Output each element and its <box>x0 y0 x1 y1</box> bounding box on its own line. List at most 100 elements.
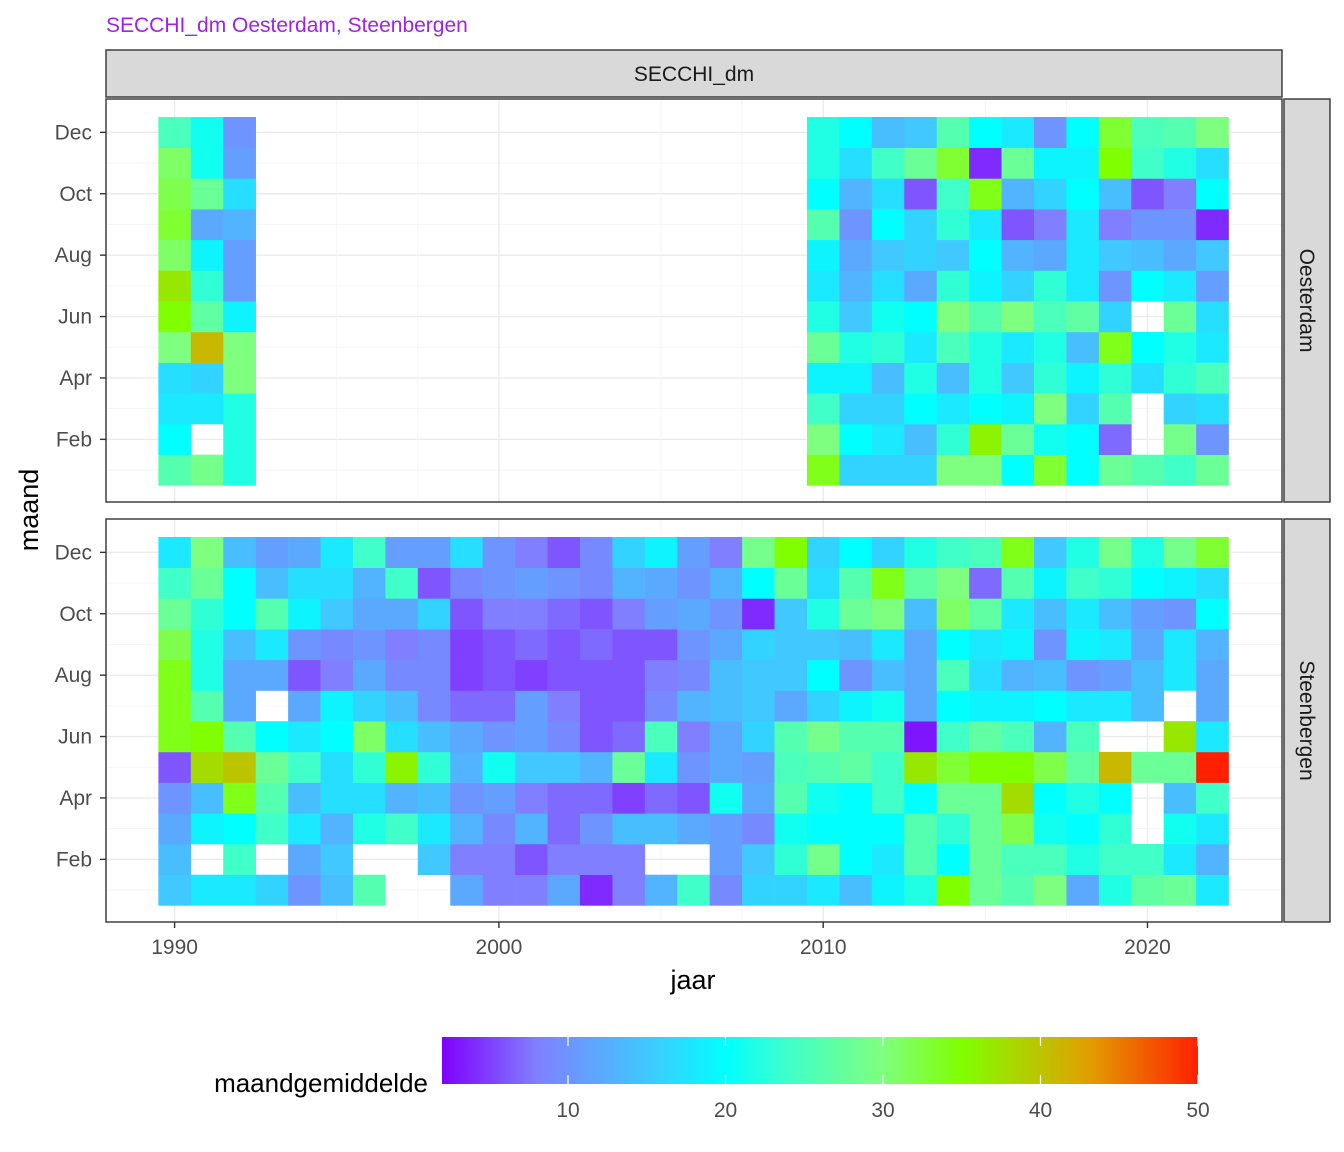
heatmap-cell <box>1131 751 1165 783</box>
y-tick-label: Aug <box>55 664 92 687</box>
heatmap-cell <box>1131 567 1165 599</box>
heatmap-cell <box>190 393 224 425</box>
heatmap-cell <box>190 629 224 661</box>
heatmap-cell <box>547 598 581 630</box>
heatmap-cell <box>1066 239 1100 271</box>
heatmap-cell <box>482 751 516 783</box>
heatmap-cell <box>547 813 581 845</box>
heatmap-cell <box>223 782 256 814</box>
heatmap-cell <box>806 844 840 875</box>
heatmap-cell <box>904 117 937 148</box>
heatmap-cell <box>806 537 840 568</box>
heatmap-cell <box>839 721 873 753</box>
heatmap-cell <box>320 598 354 630</box>
heatmap-cell <box>482 721 516 753</box>
heatmap-cell <box>774 537 808 568</box>
heatmap-cell <box>1066 782 1100 814</box>
heatmap-cell <box>904 690 937 722</box>
heatmap-cell <box>969 454 1002 486</box>
panel-border <box>105 518 1283 923</box>
heatmap-cell <box>1098 331 1132 363</box>
heatmap-cell <box>677 659 710 691</box>
heatmap-cell <box>904 844 937 875</box>
heatmap-cell <box>904 331 937 363</box>
heatmap-cell <box>1131 844 1165 875</box>
heatmap-cell <box>774 629 808 661</box>
heatmap-cells-oesterdam <box>158 117 1229 486</box>
heatmap-cell <box>158 362 192 394</box>
heatmap-cell <box>223 813 256 845</box>
heatmap-cell <box>223 209 256 241</box>
heatmap-cell <box>936 393 970 425</box>
heatmap-cell <box>1163 659 1197 691</box>
heatmap-cell <box>644 782 678 814</box>
heatmap-cell <box>385 567 419 599</box>
heatmap-cell <box>1098 270 1132 302</box>
heatmap-cell <box>1034 362 1067 394</box>
heatmap-cell <box>515 659 548 691</box>
heatmap-cell <box>1196 393 1229 425</box>
heatmap-cell <box>1034 537 1067 568</box>
heatmap-cell <box>288 537 321 568</box>
heatmap-cell <box>1098 874 1132 906</box>
heatmap-cell <box>158 117 192 148</box>
heatmap-cell <box>482 782 516 814</box>
x-tick-label: 1990 <box>151 936 198 959</box>
heatmap-cell <box>806 331 840 363</box>
heatmap-cell <box>871 813 905 845</box>
heatmap-cell <box>223 301 256 333</box>
heatmap-cell <box>1196 209 1229 241</box>
heatmap-cell <box>1034 239 1067 271</box>
heatmap-cell <box>644 874 678 906</box>
heatmap-cell <box>936 362 970 394</box>
row-strip-label-oesterdam: Oesterdam <box>1295 249 1318 353</box>
heatmap-cell <box>1001 209 1035 241</box>
heatmap-cell <box>158 239 192 271</box>
heatmap-cell <box>547 721 581 753</box>
heatmap-cell <box>1034 301 1067 333</box>
heatmap-cell <box>1066 424 1100 455</box>
heatmap-cell <box>936 629 970 661</box>
heatmap-cell <box>806 362 840 394</box>
heatmap-cell <box>223 178 256 210</box>
heatmap-cell <box>450 598 483 630</box>
heatmap-cell <box>385 751 419 783</box>
heatmap-cell <box>969 751 1002 783</box>
heatmap-cell <box>223 147 256 179</box>
heatmap-cell <box>742 874 775 906</box>
heatmap-cell <box>1066 301 1100 333</box>
heatmap-cell <box>1001 874 1035 906</box>
heatmap-cell <box>969 301 1002 333</box>
heatmap-cell <box>612 629 646 661</box>
heatmap-cell <box>1066 598 1100 630</box>
heatmap-cell <box>1131 270 1165 302</box>
heatmap-cell <box>1196 659 1229 691</box>
heatmap-cell <box>1034 721 1067 753</box>
heatmap-cell <box>936 270 970 302</box>
heatmap-cell <box>742 844 775 875</box>
heatmap-cell <box>547 844 581 875</box>
y-tick-label: Feb <box>56 428 92 451</box>
heatmap-cell <box>288 629 321 661</box>
heatmap-cell <box>677 690 710 722</box>
heatmap-cell <box>1034 567 1067 599</box>
heatmap-cell <box>839 239 873 271</box>
heatmap-cell <box>417 751 451 783</box>
heatmap-cell <box>612 813 646 845</box>
heatmap-cell <box>806 178 840 210</box>
heatmap-cell <box>1163 209 1197 241</box>
heatmap-cell <box>482 598 516 630</box>
heatmap-cell <box>190 454 224 486</box>
heatmap-cell <box>223 629 256 661</box>
heatmap-cell <box>839 844 873 875</box>
heatmap-cell <box>904 598 937 630</box>
heatmap-cell <box>1098 239 1132 271</box>
heatmap-cell <box>1131 178 1165 210</box>
heatmap-cell <box>806 147 840 179</box>
heatmap-cell <box>612 721 646 753</box>
heatmap-cell <box>1196 598 1229 630</box>
heatmap-cell <box>969 424 1002 455</box>
heatmap-cell <box>1034 782 1067 814</box>
heatmap-cell <box>190 874 224 906</box>
